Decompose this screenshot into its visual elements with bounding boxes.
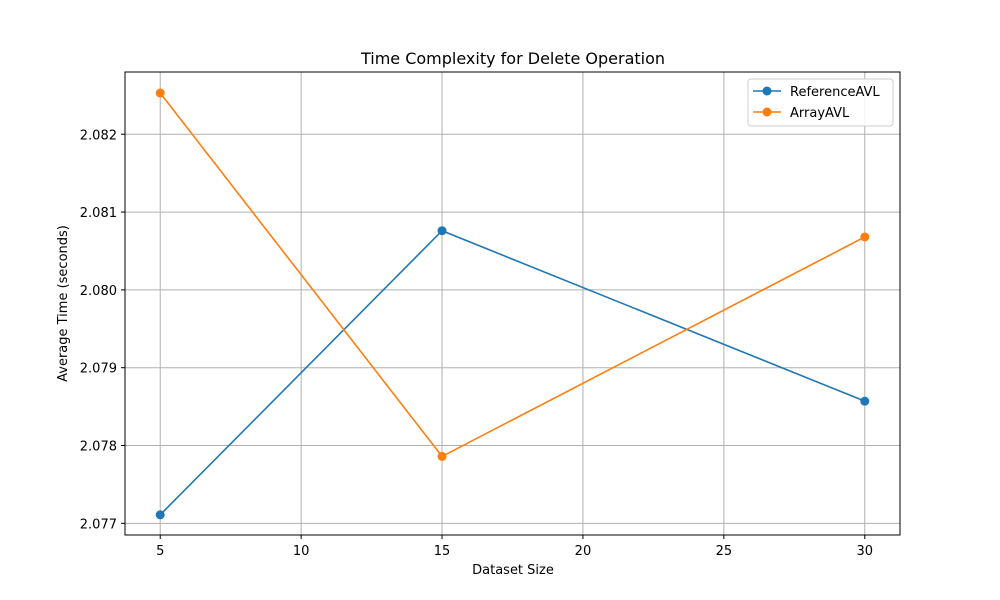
- plot-frame: [124, 71, 901, 536]
- data-point-arrayavl: [860, 232, 870, 242]
- data-point-referenceavl: [437, 226, 447, 236]
- series-line-arrayavl: [159, 92, 866, 458]
- y-tick-label: 2.082: [80, 128, 117, 143]
- legend: ReferenceAVL ArrayAVL: [747, 78, 894, 127]
- x-tick-label: 10: [293, 544, 310, 559]
- chart-title: Time Complexity for Delete Operation: [360, 49, 665, 68]
- legend-box: [747, 78, 894, 127]
- y-tick-label: 2.077: [80, 517, 117, 532]
- legend-label-referenceavl: ReferenceAVL: [790, 85, 880, 100]
- y-tick-label: 2.079: [80, 362, 117, 377]
- series-layer: [155, 88, 870, 520]
- series-arrayavl: [155, 88, 870, 461]
- y-tick-label: 2.081: [80, 206, 117, 221]
- data-point-referenceavl: [155, 510, 165, 520]
- x-tick-label: 5: [156, 544, 164, 559]
- series-referenceavl: [155, 226, 870, 520]
- y-axis-ticks: 2.077 2.078 2.079 2.080 2.081 2.082: [80, 128, 125, 532]
- x-tick-label: 15: [434, 544, 451, 559]
- legend-marker-referenceavl: [762, 86, 772, 96]
- x-tick-label: 25: [716, 544, 733, 559]
- data-point-arrayavl: [155, 88, 165, 98]
- grid: [125, 72, 900, 535]
- y-axis-label: Average Time (seconds): [56, 225, 71, 382]
- legend-marker-arrayavl: [762, 107, 772, 117]
- x-axis-label: Dataset Size: [472, 563, 554, 578]
- x-tick-label: 20: [575, 544, 592, 559]
- x-axis-ticks: 5 10 15 20 25 30: [156, 535, 873, 559]
- y-tick-label: 2.078: [80, 440, 117, 455]
- data-point-referenceavl: [860, 396, 870, 406]
- x-tick-label: 30: [856, 544, 873, 559]
- legend-label-arrayavl: ArrayAVL: [790, 106, 850, 121]
- y-tick-label: 2.080: [80, 284, 117, 299]
- series-line-referenceavl: [159, 229, 866, 516]
- data-point-arrayavl: [437, 451, 447, 461]
